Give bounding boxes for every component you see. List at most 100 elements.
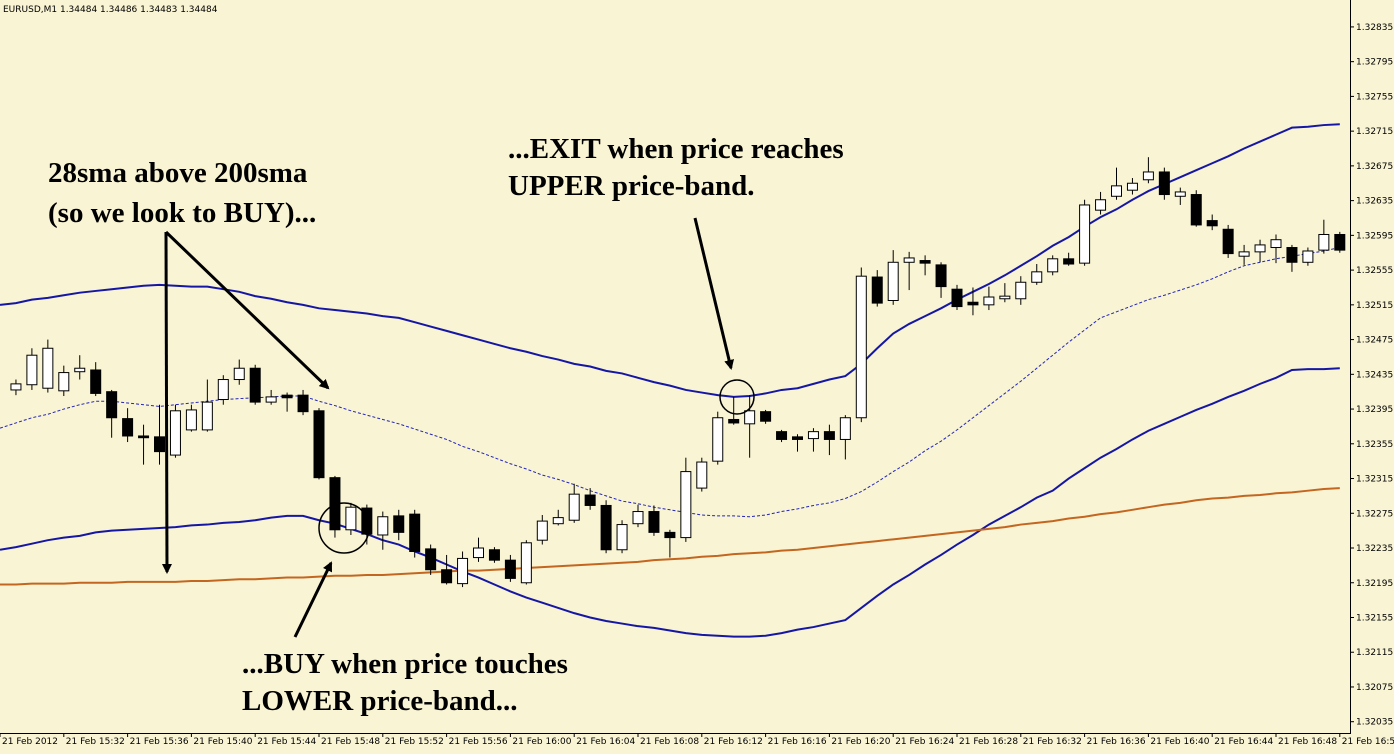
candle-body bbox=[297, 394, 309, 413]
x-tick-label: 21 Feb 15:52 bbox=[385, 737, 444, 747]
x-tick-label: 21 Feb 16:08 bbox=[640, 737, 699, 747]
candle-body bbox=[1079, 204, 1091, 264]
candle-body bbox=[792, 436, 803, 440]
candle-body bbox=[249, 367, 261, 403]
x-tick-label: 21 Feb 16:44 bbox=[1214, 737, 1273, 747]
y-tick-label: 1.32795 bbox=[1356, 58, 1393, 68]
candle-body bbox=[536, 520, 548, 541]
candle-body bbox=[696, 461, 708, 489]
arrow bbox=[693, 217, 734, 370]
candle-body bbox=[1238, 251, 1250, 257]
y-tick-label: 1.32155 bbox=[1356, 613, 1393, 623]
candle-body bbox=[1142, 171, 1154, 181]
annotation: UPPER price-band. bbox=[508, 170, 755, 202]
candle-body bbox=[1111, 185, 1122, 197]
candle-body bbox=[871, 276, 883, 304]
candle-body bbox=[664, 531, 676, 539]
candle-body bbox=[10, 383, 22, 391]
candle-body bbox=[1095, 199, 1107, 211]
candle-body bbox=[728, 418, 740, 424]
candle-body bbox=[185, 409, 197, 431]
candle-body bbox=[441, 569, 453, 584]
x-tick-label: 21 Feb 16:16 bbox=[768, 737, 827, 747]
x-tick-label: 21 Feb 16:00 bbox=[512, 737, 571, 747]
candle-body bbox=[457, 557, 469, 585]
candle-body bbox=[393, 515, 405, 533]
candle-body bbox=[345, 506, 357, 531]
y-tick-label: 1.32635 bbox=[1356, 197, 1393, 207]
candle-body bbox=[823, 431, 835, 440]
candle-body bbox=[488, 549, 500, 561]
candle-body bbox=[409, 513, 421, 552]
candle-body bbox=[1063, 258, 1075, 265]
candle-body bbox=[425, 548, 437, 571]
candle-body bbox=[807, 431, 819, 440]
candle-body bbox=[1158, 171, 1170, 196]
candle-body bbox=[600, 504, 612, 551]
y-tick-label: 1.32355 bbox=[1356, 440, 1393, 450]
y-tick-label: 1.32395 bbox=[1356, 405, 1393, 415]
arrow bbox=[164, 230, 330, 390]
candle-body bbox=[1302, 250, 1314, 263]
candle-body bbox=[744, 410, 756, 425]
candle-body bbox=[26, 354, 38, 386]
indicator-line bbox=[0, 367, 1340, 638]
candle-body bbox=[473, 547, 484, 559]
candle-body bbox=[58, 372, 70, 392]
candle-body bbox=[1270, 239, 1282, 249]
candle-body bbox=[520, 542, 532, 584]
chart-header: EURUSD,M1 1.34484 1.34486 1.34483 1.3448… bbox=[3, 5, 218, 15]
x-tick-label: 21 Feb 15:44 bbox=[257, 737, 316, 747]
x-tick-label: 21 Feb 16:04 bbox=[576, 737, 635, 747]
candle-body bbox=[1047, 258, 1059, 273]
candle-body bbox=[680, 471, 692, 539]
y-tick-label: 1.32315 bbox=[1356, 475, 1393, 485]
highlight-circle bbox=[318, 502, 370, 554]
candle-body bbox=[839, 417, 851, 440]
annotation: ...BUY when price touches bbox=[242, 648, 568, 680]
y-tick-label: 1.32475 bbox=[1356, 336, 1393, 346]
y-tick-label: 1.32555 bbox=[1356, 266, 1393, 276]
candle-body bbox=[983, 296, 995, 306]
candle-body bbox=[217, 379, 229, 401]
candle-body bbox=[632, 511, 644, 525]
x-tick-label: 21 Feb 16:36 bbox=[1087, 737, 1146, 747]
plot-area bbox=[0, 123, 1346, 638]
candle-body bbox=[967, 301, 979, 306]
candle-body bbox=[138, 435, 150, 439]
candle-body bbox=[74, 367, 86, 373]
candle-body bbox=[951, 288, 963, 308]
candle-body bbox=[919, 260, 931, 264]
candle-body bbox=[552, 517, 564, 525]
candle-body bbox=[887, 261, 899, 301]
x-tick-label: 21 Feb 2012 bbox=[2, 737, 58, 747]
x-tick-label: 21 Feb 15:56 bbox=[449, 737, 508, 747]
x-tick-label: 21 Feb 16:40 bbox=[1150, 737, 1209, 747]
x-tick-label: 21 Feb 15:40 bbox=[193, 737, 252, 747]
candle-body bbox=[1126, 182, 1138, 191]
candle-body bbox=[648, 511, 660, 533]
candle-body bbox=[584, 494, 596, 506]
candle-body bbox=[935, 264, 947, 288]
arrow bbox=[161, 231, 172, 574]
candle-body bbox=[760, 411, 772, 422]
x-tick-label: 21 Feb 16:28 bbox=[959, 737, 1018, 747]
candle-body bbox=[903, 257, 915, 263]
candle-body bbox=[712, 417, 724, 462]
annotation-arrows bbox=[161, 217, 755, 638]
candle-body bbox=[1254, 244, 1266, 253]
candle-body bbox=[855, 275, 867, 419]
x-tick-label: 21 Feb 16:32 bbox=[1023, 737, 1082, 747]
y-tick-label: 1.32675 bbox=[1356, 162, 1393, 172]
candle-body bbox=[999, 295, 1011, 300]
candle-body bbox=[201, 401, 213, 431]
y-tick-label: 1.32515 bbox=[1356, 301, 1393, 311]
candle-body bbox=[776, 431, 788, 440]
y-tick-label: 1.32755 bbox=[1356, 92, 1393, 102]
candle-body bbox=[265, 396, 277, 403]
candle-body bbox=[154, 436, 165, 453]
x-tick-label: 21 Feb 16:48 bbox=[1278, 737, 1337, 747]
candle-body bbox=[106, 391, 118, 419]
